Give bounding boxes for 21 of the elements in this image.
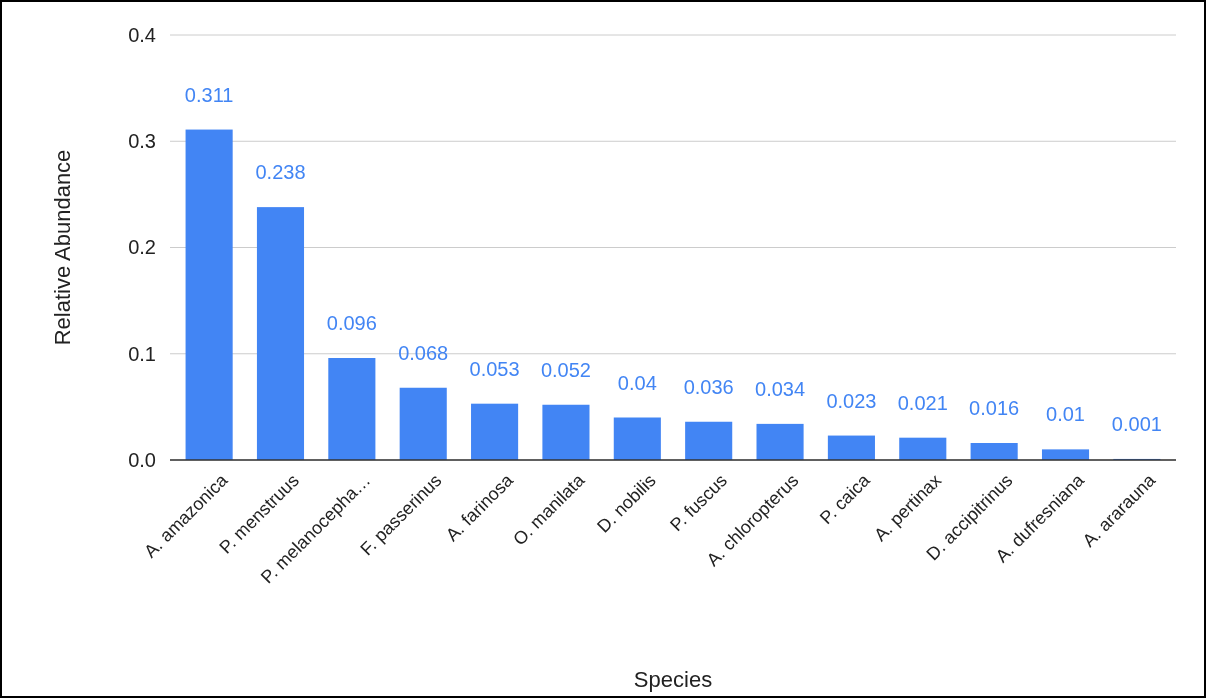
y-tick-label: 0.2 bbox=[128, 236, 156, 259]
data-label: 0.053 bbox=[469, 357, 520, 380]
data-label: 0.01 bbox=[1046, 403, 1085, 426]
data-label: 0.034 bbox=[755, 377, 806, 400]
data-label: 0.023 bbox=[826, 389, 877, 412]
data-label: 0.021 bbox=[897, 391, 948, 414]
data-label: 0.238 bbox=[255, 161, 306, 184]
data-label: 0.068 bbox=[398, 341, 449, 364]
y-tick-label: 0.1 bbox=[128, 342, 156, 365]
y-tick-label: 0.0 bbox=[128, 448, 156, 471]
y-tick-label: 0.4 bbox=[128, 23, 156, 46]
data-label: 0.036 bbox=[683, 375, 734, 398]
y-tick-label: 0.3 bbox=[128, 130, 156, 153]
y-axis-title: Relative Abundance bbox=[50, 149, 75, 346]
data-label: 0.001 bbox=[1111, 412, 1162, 435]
data-label: 0.096 bbox=[326, 312, 377, 334]
data-label: 0.052 bbox=[540, 358, 591, 381]
data-label: 0.016 bbox=[969, 397, 1020, 419]
x-axis-title: Species bbox=[633, 667, 713, 692]
data-label: 0.04 bbox=[617, 371, 657, 394]
data-label: 0.311 bbox=[184, 83, 234, 106]
